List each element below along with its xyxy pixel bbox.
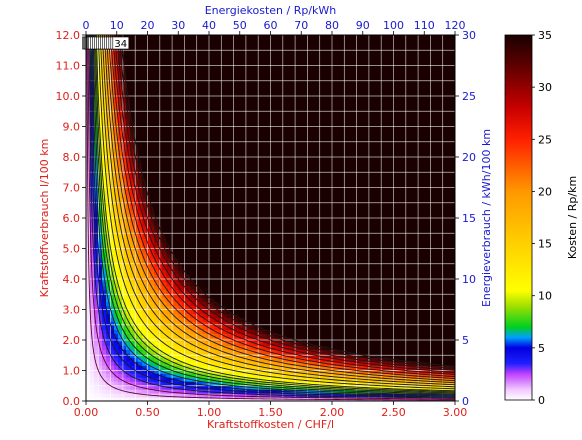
y-right-tick-label: 15 xyxy=(462,212,476,225)
y-left-tick-label: 5.0 xyxy=(63,243,81,256)
x-top-tick-label: 100 xyxy=(383,19,404,32)
y-left-axis-label: Kraftstoffverbrauch l/100 km xyxy=(38,139,51,298)
x-top-tick-label: 40 xyxy=(202,19,216,32)
colorbar-tick-label: 15 xyxy=(538,238,552,251)
y-left-tick-label: 0.0 xyxy=(63,395,81,408)
colorbar-tick-label: 20 xyxy=(538,185,552,198)
y-right-tick-label: 5 xyxy=(462,334,469,347)
x-top-axis-label: Energiekosten / Rp/kWh xyxy=(205,4,337,17)
colorbar-tick-label: 5 xyxy=(538,342,545,355)
x-bottom-tick-label: 2.50 xyxy=(381,406,406,419)
colorbar-tick-label: 25 xyxy=(538,133,552,146)
x-top-tick-label: 60 xyxy=(264,19,278,32)
x-top-tick-label: 110 xyxy=(414,19,435,32)
contour-label-34: 34 xyxy=(113,37,129,50)
colorbar-label: Kosten / Rp/km xyxy=(566,176,579,259)
x-top-tick-label: 10 xyxy=(110,19,124,32)
y-left-tick-label: 6.0 xyxy=(63,212,81,225)
colorbar-tick-label: 0 xyxy=(538,394,545,407)
y-right-tick-label: 10 xyxy=(462,273,476,286)
colorbar: 0 5 10 15 20 25 30 35 Kosten / Rp/km xyxy=(505,29,579,407)
contour-label-text: 34 xyxy=(114,39,127,50)
x-top-tick-label: 20 xyxy=(141,19,155,32)
x-top-tick-label: 30 xyxy=(171,19,185,32)
y-right-tick-label: 30 xyxy=(462,29,476,42)
y-left-tick-label: 11.0 xyxy=(56,60,81,73)
x-top-tick-label: 70 xyxy=(294,19,308,32)
x-bottom-axis-label: Kraftstoffkosten / CHF/l xyxy=(207,418,334,431)
y-left-tick-label: 7.0 xyxy=(63,182,81,195)
y-left-tick-label: 1.0 xyxy=(63,365,81,378)
colorbar-tick-label: 35 xyxy=(538,29,552,42)
colorbar-gradient xyxy=(505,35,532,400)
y-left-tick-label: 12.0 xyxy=(56,29,81,42)
y-left-tick-label: 9.0 xyxy=(63,121,81,134)
x-top-tick-label: 0 xyxy=(83,19,90,32)
contour-labels: 12345678910121416182022242628303234 xyxy=(83,37,129,50)
y-left-tick-label: 4.0 xyxy=(63,273,81,286)
colorbar-tick-label: 10 xyxy=(538,290,552,303)
y-left-tick-label: 2.0 xyxy=(63,334,81,347)
x-bottom-tick-label: 0.50 xyxy=(135,406,160,419)
colorbar-tick-label: 30 xyxy=(538,81,552,94)
x-top-tick-label: 90 xyxy=(356,19,370,32)
y-left-tick-label: 8.0 xyxy=(63,151,81,164)
y-right-tick-label: 20 xyxy=(462,151,476,164)
y-right-axis-label: Energieverbrauch / kWh/100 km xyxy=(480,129,493,307)
x-top-tick-label: 50 xyxy=(233,19,247,32)
y-left-tick-label: 3.0 xyxy=(63,304,81,317)
y-right-tick-label: 25 xyxy=(462,90,476,103)
y-right-tick-label: 0 xyxy=(462,395,469,408)
y-left-tick-label: 10.0 xyxy=(56,90,81,103)
x-top-tick-label: 80 xyxy=(325,19,339,32)
